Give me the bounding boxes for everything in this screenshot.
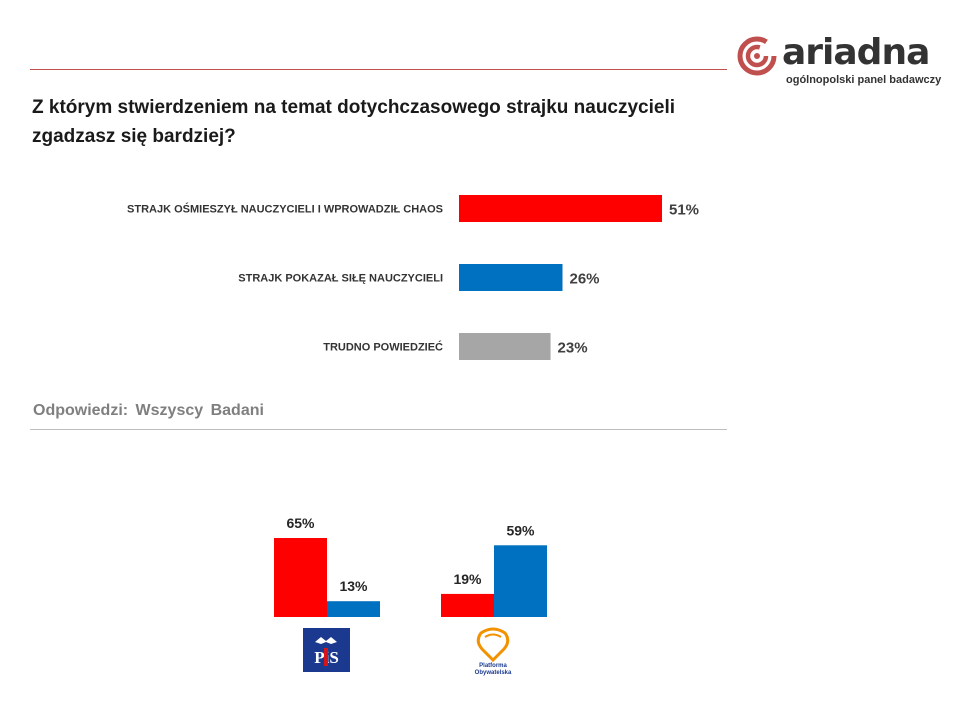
po-logo-line2: Obywatelska bbox=[474, 670, 512, 676]
value-label: 51% bbox=[669, 202, 699, 219]
value-label: 65% bbox=[286, 515, 315, 531]
overall-results-chart: STRAJK OŚMIESZYŁ NAUCZYCIELI I WPROWADZI… bbox=[127, 195, 699, 360]
po-logo: Platforma Obywatelska bbox=[466, 627, 520, 679]
bar bbox=[441, 593, 494, 617]
brand-name: ariadna bbox=[782, 32, 930, 73]
survey-question: Z którym stwierdzeniem na temat dotychcz… bbox=[32, 97, 676, 147]
pis-eagle-icon: PiS bbox=[314, 637, 339, 667]
category-label: TRUDNO POWIEDZIEĆ bbox=[323, 341, 443, 354]
pis-logo: PiS bbox=[303, 628, 350, 672]
value-label: 13% bbox=[339, 578, 368, 594]
ariadna-logo: ariadna ogólnopolski panel badawczy bbox=[736, 32, 950, 90]
value-label: 19% bbox=[453, 571, 482, 587]
respondents-label: Odpowiedzi: Wszyscy Badani bbox=[33, 402, 264, 419]
po-logo-line1: Platforma bbox=[479, 663, 507, 669]
category-label: STRAJK OŚMIESZYŁ NAUCZYCIELI I WPROWADZI… bbox=[127, 203, 443, 216]
value-label: 23% bbox=[558, 340, 588, 357]
po-logo-text: Platforma Obywatelska bbox=[466, 663, 520, 677]
party-results-chart: 65% 13% 19% 59% bbox=[274, 515, 547, 617]
bar bbox=[459, 333, 551, 360]
bar bbox=[327, 601, 380, 617]
bar bbox=[274, 538, 327, 617]
header-divider bbox=[30, 69, 727, 70]
bar bbox=[459, 195, 662, 222]
value-label: 59% bbox=[506, 522, 535, 538]
ariadna-spiral-icon bbox=[737, 36, 777, 76]
value-label: 26% bbox=[569, 271, 599, 288]
bar bbox=[459, 264, 563, 291]
section-divider bbox=[30, 429, 727, 430]
po-heart-icon bbox=[476, 627, 510, 663]
bar bbox=[494, 545, 547, 617]
brand-tagline: ogólnopolski panel badawczy bbox=[786, 74, 942, 86]
category-label: STRAJK POKAZAŁ SIŁĘ NAUCZYCIELI bbox=[238, 273, 443, 285]
